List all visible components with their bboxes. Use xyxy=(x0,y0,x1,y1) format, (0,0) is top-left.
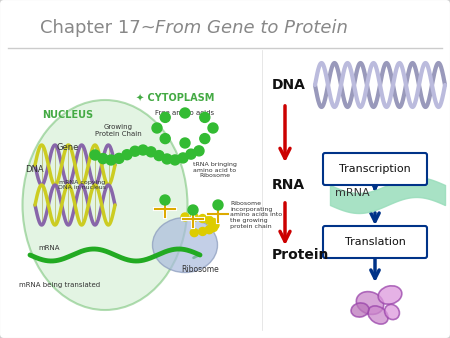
Circle shape xyxy=(146,147,156,157)
Text: Growing
Protein Chain: Growing Protein Chain xyxy=(94,123,141,137)
Circle shape xyxy=(152,123,162,133)
Text: mRNA: mRNA xyxy=(38,245,59,251)
Text: Chapter 17~: Chapter 17~ xyxy=(40,19,156,37)
Circle shape xyxy=(210,223,217,232)
FancyBboxPatch shape xyxy=(323,153,427,185)
Circle shape xyxy=(98,153,108,164)
Circle shape xyxy=(114,153,124,163)
Circle shape xyxy=(180,138,190,148)
Ellipse shape xyxy=(356,292,384,314)
Text: tRNA bringing
amino acid to
Ribosome: tRNA bringing amino acid to Ribosome xyxy=(193,162,237,178)
Ellipse shape xyxy=(385,305,400,320)
Circle shape xyxy=(186,149,196,159)
Circle shape xyxy=(200,113,210,122)
Circle shape xyxy=(160,195,170,205)
Text: mRNA: mRNA xyxy=(335,188,369,198)
Ellipse shape xyxy=(153,217,217,272)
Text: Transcription: Transcription xyxy=(339,164,411,174)
Circle shape xyxy=(180,108,190,118)
Circle shape xyxy=(138,145,148,155)
Circle shape xyxy=(90,150,100,160)
Circle shape xyxy=(154,151,164,161)
Circle shape xyxy=(190,228,198,237)
Circle shape xyxy=(106,155,116,165)
Circle shape xyxy=(122,150,132,160)
Circle shape xyxy=(198,215,207,222)
Text: Free amino acids: Free amino acids xyxy=(155,110,215,116)
Ellipse shape xyxy=(351,303,369,317)
Text: mRNA copying
DNA in nucleus: mRNA copying DNA in nucleus xyxy=(58,179,106,190)
Text: Translation: Translation xyxy=(345,237,405,247)
Circle shape xyxy=(211,221,219,229)
Ellipse shape xyxy=(378,286,402,304)
Circle shape xyxy=(200,134,210,144)
Circle shape xyxy=(160,113,170,122)
Circle shape xyxy=(194,146,204,156)
Text: ✦ CYTOPLASM: ✦ CYTOPLASM xyxy=(136,93,214,103)
Circle shape xyxy=(198,227,207,236)
Circle shape xyxy=(188,205,198,215)
Circle shape xyxy=(160,134,170,144)
Circle shape xyxy=(208,123,218,133)
Text: NUCLEUS: NUCLEUS xyxy=(42,110,94,120)
Circle shape xyxy=(130,146,140,156)
Text: Ribosome: Ribosome xyxy=(181,266,219,274)
Circle shape xyxy=(213,200,223,210)
Circle shape xyxy=(190,213,198,221)
Text: mRNA being translated: mRNA being translated xyxy=(19,282,100,288)
Text: DNA: DNA xyxy=(25,166,44,174)
Ellipse shape xyxy=(22,100,188,310)
Circle shape xyxy=(205,216,213,224)
Circle shape xyxy=(170,155,180,165)
Circle shape xyxy=(178,153,188,163)
Text: Ribosome
incorporating
amino acids into
the growing
protein chain: Ribosome incorporating amino acids into … xyxy=(230,201,282,229)
Circle shape xyxy=(181,213,189,221)
Ellipse shape xyxy=(368,306,388,324)
Circle shape xyxy=(205,226,213,234)
Text: DNA: DNA xyxy=(272,78,306,92)
Text: RNA: RNA xyxy=(272,178,305,192)
Text: Gene: Gene xyxy=(57,144,79,152)
FancyBboxPatch shape xyxy=(323,226,427,258)
Text: Protein: Protein xyxy=(272,248,329,262)
Circle shape xyxy=(210,219,217,226)
Text: From Gene to Protein: From Gene to Protein xyxy=(155,19,348,37)
Circle shape xyxy=(162,154,172,164)
